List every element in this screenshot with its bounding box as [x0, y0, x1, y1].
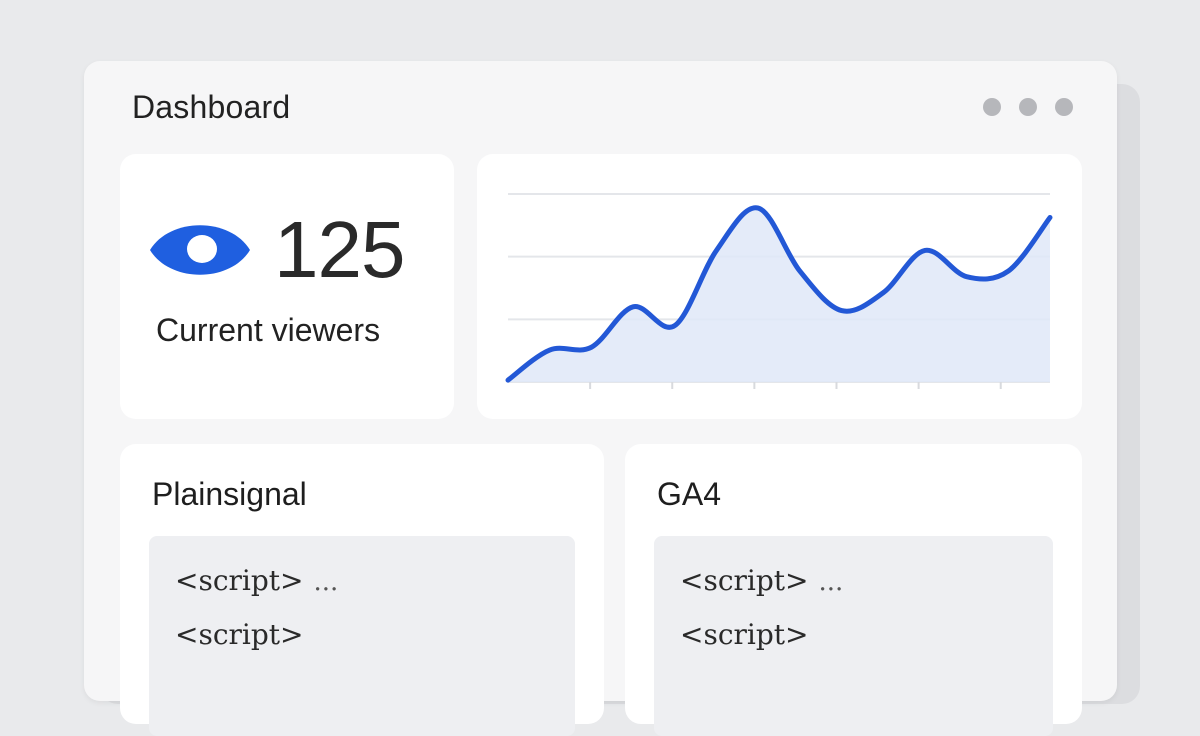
dot-icon [1019, 98, 1037, 116]
page-title: Dashboard [132, 89, 291, 125]
series-area [508, 207, 1050, 382]
code-line: <script> [175, 618, 304, 651]
code-line: <script>... [680, 564, 844, 597]
code-snippet-ga4[interactable]: <script>... <script> [654, 536, 1053, 736]
window-menu-dots[interactable] [983, 98, 1073, 116]
dot-icon [983, 98, 1001, 116]
viewer-count-label: Current viewers [156, 312, 381, 348]
dashboard-window: Dashboard 125 Current viewers Plainsigna… [84, 61, 1117, 736]
viewer-count: 125 [274, 205, 405, 294]
panel-title-plainsignal: Plainsignal [152, 476, 307, 512]
viewers-line-chart [505, 193, 1053, 389]
plainsignal-panel: Plainsignal <script>... <script> [120, 444, 604, 736]
code-snippet-plainsignal[interactable]: <script>... <script> [149, 536, 575, 736]
current-viewers-card: 125 Current viewers [120, 154, 454, 419]
ga4-panel: GA4 <script>... <script> [625, 444, 1082, 736]
series-line [505, 205, 1053, 383]
dot-icon [1055, 98, 1073, 116]
ellipsis: ... [313, 567, 339, 597]
ellipsis: ... [818, 567, 844, 597]
code-line: <script> [680, 618, 809, 651]
code-line: <script>... [175, 564, 339, 597]
viewers-chart-card [477, 154, 1082, 419]
panel-title-ga4: GA4 [657, 476, 722, 512]
eye-icon [150, 225, 250, 275]
